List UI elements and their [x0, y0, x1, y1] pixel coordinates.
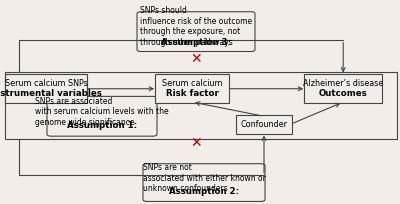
- Text: Instrumental variables: Instrumental variables: [0, 89, 102, 98]
- Text: Assumption 3:: Assumption 3:: [161, 38, 231, 47]
- FancyBboxPatch shape: [143, 164, 265, 202]
- FancyBboxPatch shape: [155, 74, 229, 103]
- FancyBboxPatch shape: [47, 96, 157, 136]
- Text: Risk factor: Risk factor: [166, 89, 218, 98]
- Text: SNPs are associated
with serum calcium levels with the
genome wide significance: SNPs are associated with serum calcium l…: [35, 97, 169, 127]
- FancyBboxPatch shape: [236, 115, 292, 134]
- FancyBboxPatch shape: [137, 12, 255, 52]
- Text: SNPs are not
associated with either known or
unknown confounders: SNPs are not associated with either know…: [142, 163, 266, 193]
- Text: ✕: ✕: [190, 136, 202, 150]
- Text: ✕: ✕: [190, 52, 202, 66]
- FancyBboxPatch shape: [5, 74, 87, 103]
- Text: SNPs should
influence risk of the outcome
through the exposure, not
through othe: SNPs should influence risk of the outcom…: [140, 6, 252, 47]
- Text: Assumption 2:: Assumption 2:: [169, 187, 239, 196]
- Text: Serum calcium SNPs: Serum calcium SNPs: [5, 79, 87, 88]
- Text: Outcomes: Outcomes: [319, 89, 368, 98]
- Text: Assumption 1:: Assumption 1:: [67, 121, 137, 130]
- FancyBboxPatch shape: [304, 74, 382, 103]
- Text: Confounder: Confounder: [240, 120, 288, 129]
- Text: Alzheimer’s disease: Alzheimer’s disease: [303, 79, 383, 88]
- Text: Serum calcium: Serum calcium: [162, 79, 222, 88]
